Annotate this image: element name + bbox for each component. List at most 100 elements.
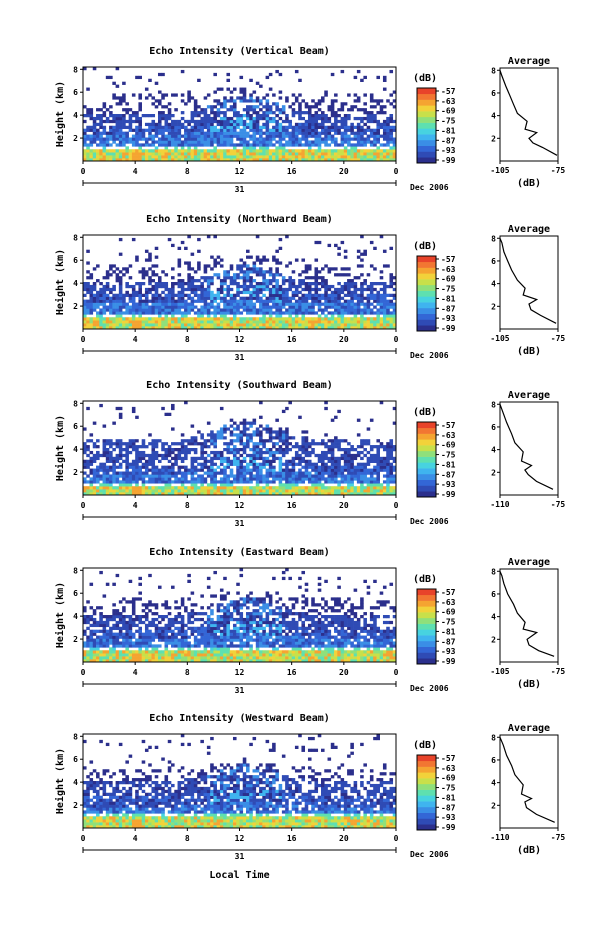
profile-y-tick-label: 6 [491, 590, 496, 599]
x-tick-label: 12 [235, 501, 245, 510]
x-tick-label: 4 [133, 501, 138, 510]
colorbar-segment [417, 479, 436, 486]
colorbar-segment [417, 778, 436, 785]
colorbar-unit: (dB) [413, 407, 437, 418]
profile-y-tick-label: 8 [491, 234, 496, 243]
x-tick-label: 12 [235, 668, 245, 677]
colorbar-segment [417, 783, 436, 790]
colorbar-segment [417, 646, 436, 653]
profile-y-tick-label: 8 [491, 400, 496, 409]
colorbar-segment [417, 99, 436, 106]
colorbar-segment [417, 462, 436, 469]
date-month-label: Dec 2006 [410, 850, 449, 859]
colorbar-unit: (dB) [413, 740, 437, 751]
figure-x-label: Local Time [209, 869, 269, 881]
colorbar-segment [417, 612, 436, 619]
colorbar-segment [417, 319, 436, 326]
colorbar-unit: (dB) [413, 574, 437, 585]
colorbar-segment [417, 111, 436, 118]
colorbar: -57-63-69-75-81-87-93-99 [416, 754, 456, 832]
colorbar-frame [416, 588, 437, 665]
date-month-label: Dec 2006 [410, 183, 449, 192]
y-tick-label: 8 [73, 233, 78, 242]
profile-y-tick-label: 4 [491, 613, 496, 622]
colorbar-segment [417, 302, 436, 309]
colorbar-segment [417, 105, 436, 112]
profile-y-tick-label: 6 [491, 423, 496, 432]
x-tick-label: 12 [235, 335, 245, 344]
y-tick-label: 8 [73, 65, 78, 74]
y-tick-label: 2 [73, 635, 78, 644]
date-day-label: 31 [235, 185, 245, 194]
colorbar-unit: (dB) [413, 73, 437, 84]
y-tick-label: 2 [73, 302, 78, 311]
panel-vertical: Echo Intensity (Vertical Beam) 2 4 6 8 Height… [54, 45, 565, 194]
colorbar-tick-label: -63 [441, 431, 456, 440]
profile-line [499, 404, 554, 490]
panel-northward: Echo Intensity (Northward Beam) 2 4 6 8 Heigh… [54, 213, 565, 362]
colorbar-segment [417, 600, 436, 607]
colorbar-tick-label: -75 [441, 618, 456, 627]
heatmap-cells [83, 67, 397, 162]
x-tick-label: 20 [339, 668, 349, 677]
x-tick-label: 16 [287, 335, 297, 344]
panel-title: Echo Intensity (Northward Beam) [146, 213, 333, 225]
average-profile: Average 2 4 6 8 -110 -75 [490, 390, 565, 509]
profile-frame [499, 401, 559, 496]
colorbar-segment [417, 313, 436, 320]
x-tick-label: 20 [339, 167, 349, 176]
profile-x-label: (dB) [517, 346, 541, 357]
x-tick-label: 16 [287, 834, 297, 843]
profile-x-tick-label: -75 [551, 833, 566, 842]
date-month-label: Dec 2006 [410, 351, 449, 360]
profile-x-tick-label: -110 [490, 500, 509, 509]
colorbar-tick-label: -99 [441, 657, 456, 666]
colorbar-segment [417, 468, 436, 475]
colorbar-tick-label: -69 [441, 441, 456, 450]
profile-y-tick-label: 2 [491, 134, 496, 143]
colorbar-segment [417, 755, 436, 762]
colorbar-tick-label: -69 [441, 608, 456, 617]
colorbar-tick-label: -75 [441, 117, 456, 126]
date-day-label: 31 [235, 519, 245, 528]
colorbar-tick-label: -87 [441, 470, 456, 479]
colorbar-segment [417, 635, 436, 642]
x-tick-label: 20 [339, 834, 349, 843]
profile-x-label: (dB) [517, 679, 541, 690]
y-tick-label: 8 [73, 732, 78, 741]
profile-y-tick-label: 8 [491, 733, 496, 742]
colorbar-segment [417, 151, 436, 158]
colorbar-segment [417, 88, 436, 95]
colorbar-tick-label: -93 [441, 647, 456, 656]
profile-x-tick-label: -75 [551, 166, 566, 175]
colorbar-unit: (dB) [413, 241, 437, 252]
colorbar-tick-label: -99 [441, 156, 456, 165]
colorbar-segment [417, 122, 436, 129]
colorbar-segment [417, 617, 436, 624]
y-axis-label: Height (km) [54, 81, 66, 147]
colorbar-tick-label: -99 [441, 324, 456, 333]
colorbar-segment [417, 279, 436, 286]
x-tick-label: 8 [185, 335, 190, 344]
profile-y-tick-label: 2 [491, 302, 496, 311]
colorbar: -57-63-69-75-81-87-93-99 [416, 588, 456, 666]
panel-title: Echo Intensity (Eastward Beam) [149, 546, 330, 558]
heatmap-cells [83, 235, 397, 330]
colorbar-tick-label: -75 [441, 285, 456, 294]
colorbar-tick-label: -63 [441, 598, 456, 607]
colorbar-segment [417, 128, 436, 135]
colorbar-segment [417, 445, 436, 452]
profile-y-tick-label: 6 [491, 257, 496, 266]
x-tick-label: 0 [81, 834, 86, 843]
profile-y-tick-label: 6 [491, 89, 496, 98]
profile-frame [499, 568, 559, 663]
heatmap-cells [83, 734, 397, 829]
x-tick-label: 4 [133, 335, 138, 344]
profile-frame [499, 734, 559, 829]
colorbar-tick-label: -93 [441, 480, 456, 489]
date-month-label: Dec 2006 [410, 684, 449, 693]
x-tick-label: 8 [185, 501, 190, 510]
colorbar-segment [417, 290, 436, 297]
profile-x-tick-label: -110 [490, 833, 509, 842]
colorbar-tick-label: -99 [441, 490, 456, 499]
